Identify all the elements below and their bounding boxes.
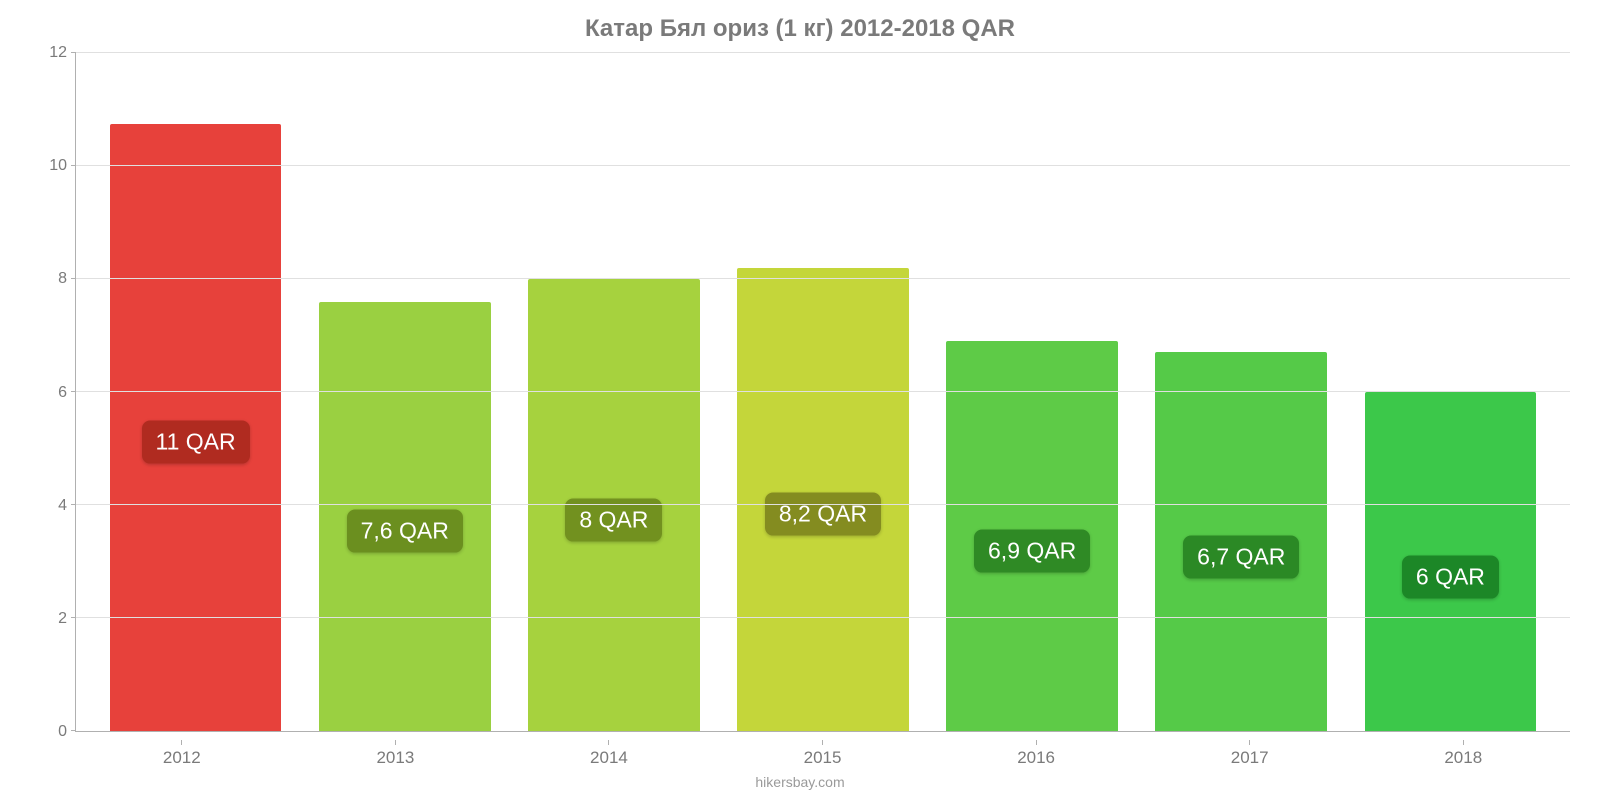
bar-group: 11 QAR <box>98 53 293 731</box>
y-tick: 8 <box>58 270 67 288</box>
bar-group: 6,9 QAR <box>935 53 1130 731</box>
grid-area: 11 QAR 7,6 QAR 8 QAR 8,2 QAR 6,9 QAR 6,7 QAR 6… <box>75 53 1570 732</box>
x-tick-mark <box>822 740 823 745</box>
bars-container: 11 QAR 7,6 QAR 8 QAR 8,2 QAR 6,9 QAR 6,7 QAR 6… <box>76 53 1570 731</box>
chart-title: Катар Бял ориз (1 кг) 2012-2018 QAR <box>585 15 1015 43</box>
x-tick: 2015 <box>723 748 923 768</box>
x-tick-group: 2013 <box>296 740 496 768</box>
x-tick-mark <box>1463 740 1464 745</box>
bar-group: 7,6 QAR <box>307 53 502 731</box>
bar: 8,2 QAR <box>737 268 909 731</box>
x-tick-mark <box>395 740 396 745</box>
bar-group: 8,2 QAR <box>725 53 920 731</box>
x-tick-mark <box>1036 740 1037 745</box>
plot-area: 024681012 11 QAR7,6 QAR8 QAR8,2 QAR6,9 Q… <box>30 53 1570 732</box>
y-tick: 0 <box>58 723 67 741</box>
y-axis: 024681012 <box>30 53 75 732</box>
x-tick-group: 2016 <box>936 740 1136 768</box>
bar-value-label: 6,9 QAR <box>974 530 1090 573</box>
x-tick-mark <box>181 740 182 745</box>
bar-value-label: 8 QAR <box>565 499 662 542</box>
bar: 6 QAR <box>1365 392 1537 731</box>
gridline <box>76 278 1570 279</box>
gridline <box>76 52 1570 53</box>
y-tick: 2 <box>58 610 67 628</box>
bar-value-label: 6,7 QAR <box>1183 535 1299 578</box>
bar: 7,6 QAR <box>319 302 491 731</box>
gridline <box>76 391 1570 392</box>
y-tick: 12 <box>49 44 67 62</box>
x-tick-group: 2012 <box>82 740 282 768</box>
x-axis: 2012 2013 2014 2015 2016 2017 2018 <box>30 740 1570 768</box>
chart-container: Катар Бял ориз (1 кг) 2012-2018 QAR 0 2 4 6… <box>0 0 1600 800</box>
x-tick-mark <box>1249 740 1250 745</box>
y-tick: 10 <box>49 157 67 175</box>
x-tick-group: 2017 <box>1150 740 1350 768</box>
bar-group: 6 QAR <box>1353 53 1548 731</box>
x-tick: 2017 <box>1150 748 1350 768</box>
bar-value-label: 6 QAR <box>1402 555 1499 598</box>
x-tick: 2014 <box>509 748 709 768</box>
x-tick-group: 2015 <box>723 740 923 768</box>
x-tick: 2012 <box>82 748 282 768</box>
x-tick: 2018 <box>1363 748 1563 768</box>
gridline <box>76 617 1570 618</box>
gridline <box>76 165 1570 166</box>
y-tick: 6 <box>58 384 67 402</box>
x-tick-group: 2018 <box>1363 740 1563 768</box>
bar-value-label: 11 QAR <box>142 421 250 464</box>
bar: 6,7 QAR <box>1155 352 1327 731</box>
bar-value-label: 7,6 QAR <box>347 510 463 553</box>
bar: 6,9 QAR <box>946 341 1118 731</box>
attribution: hikersbay.com <box>755 774 844 790</box>
bar-group: 8 QAR <box>516 53 711 731</box>
y-tick: 4 <box>58 497 67 515</box>
x-tick: 2016 <box>936 748 1136 768</box>
bar-group: 6,7 QAR <box>1144 53 1339 731</box>
x-tick-mark <box>608 740 609 745</box>
y-tick-mark <box>71 730 76 731</box>
x-tick-group: 2014 <box>509 740 709 768</box>
bar: 11 QAR <box>110 124 282 731</box>
bar-value-label: 8,2 QAR <box>765 493 881 536</box>
x-tick: 2013 <box>296 748 496 768</box>
gridline <box>76 504 1570 505</box>
bar: 8 QAR <box>528 279 700 731</box>
